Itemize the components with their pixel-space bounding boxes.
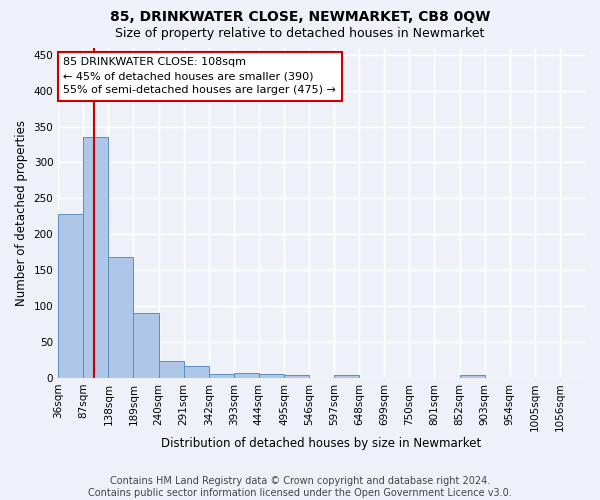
Bar	[259, 374, 284, 378]
Text: 85 DRINKWATER CLOSE: 108sqm
← 45% of detached houses are smaller (390)
55% of se: 85 DRINKWATER CLOSE: 108sqm ← 45% of det…	[64, 58, 337, 96]
Bar	[83, 136, 109, 378]
Bar	[158, 362, 184, 378]
Bar	[184, 366, 209, 378]
Bar	[209, 374, 234, 378]
Text: 85, DRINKWATER CLOSE, NEWMARKET, CB8 0QW: 85, DRINKWATER CLOSE, NEWMARKET, CB8 0QW	[110, 10, 490, 24]
Text: Contains HM Land Registry data © Crown copyright and database right 2024.
Contai: Contains HM Land Registry data © Crown c…	[88, 476, 512, 498]
Bar	[109, 258, 133, 378]
Bar	[133, 314, 158, 378]
Bar	[334, 375, 359, 378]
Y-axis label: Number of detached properties: Number of detached properties	[15, 120, 28, 306]
X-axis label: Distribution of detached houses by size in Newmarket: Distribution of detached houses by size …	[161, 437, 482, 450]
Bar	[284, 375, 309, 378]
Bar	[234, 373, 259, 378]
Bar	[460, 375, 485, 378]
Bar	[58, 214, 83, 378]
Text: Size of property relative to detached houses in Newmarket: Size of property relative to detached ho…	[115, 28, 485, 40]
